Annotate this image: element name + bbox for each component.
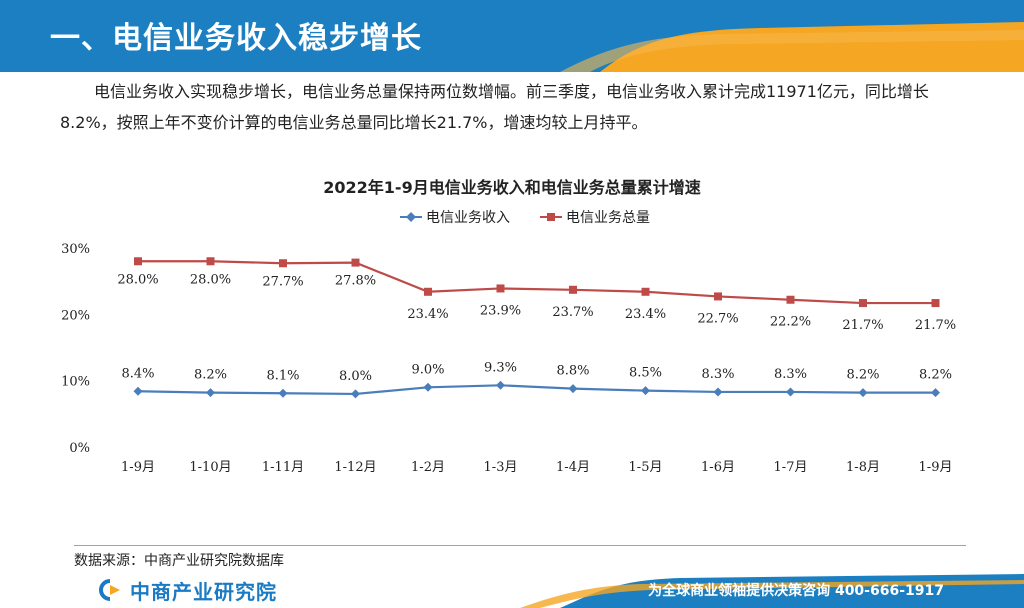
data-point	[423, 382, 433, 392]
data-label: 8.2%	[194, 368, 227, 383]
data-point	[133, 386, 143, 396]
data-point	[568, 384, 578, 394]
data-label: 8.4%	[121, 366, 154, 381]
x-tick-label: 1-2月	[411, 460, 445, 475]
chart-legend: 电信业务收入 电信业务总量	[400, 210, 650, 226]
data-label: 8.2%	[919, 368, 952, 383]
data-label: 8.8%	[556, 364, 589, 379]
y-tick-label: 30%	[61, 242, 90, 257]
brand-logo: 中商产业研究院	[96, 578, 277, 604]
x-tick-label: 1-11月	[262, 460, 304, 475]
legend-marker-0	[406, 212, 416, 222]
data-point	[134, 257, 142, 266]
x-tick-label: 1-7月	[774, 460, 808, 475]
data-point	[206, 257, 215, 266]
legend-marker-1	[547, 213, 555, 221]
x-axis: 1-9月 1-10月 1-11月 1-12月 1-2月 1-3月 1-4月 1-5月 1-6月 1…	[121, 460, 952, 475]
data-point	[351, 258, 360, 267]
y-axis: 0% 10% 20% 30%	[61, 242, 90, 456]
y-tick-label: 0%	[69, 441, 90, 456]
x-tick-label: 1-12月	[334, 460, 376, 475]
logo-icon	[99, 579, 120, 601]
data-point	[569, 285, 577, 294]
data-point	[496, 380, 505, 390]
data-point	[858, 388, 868, 398]
chart-canvas: 2022年1-9月电信业务收入和电信业务总量累计增速 电信业务收入 电信业务总量 …	[61, 178, 956, 475]
data-point	[206, 388, 215, 398]
footer-slogan: 为全球商业领袖提供决策咨询 400-666-1917	[648, 583, 944, 599]
series-layer: 8.4% 8.2% 8.1% 8.0% 9.0% 9.3% 8.8% 8.5% 8.3% 8.3%…	[117, 257, 956, 399]
data-label: 8.0%	[339, 369, 372, 384]
data-point	[424, 287, 432, 296]
data-label: 21.7%	[915, 318, 956, 333]
x-tick-label: 1-9月	[121, 460, 155, 475]
series-line-1	[138, 260, 936, 305]
x-tick-label: 1-8月	[846, 460, 880, 475]
data-label: 22.7%	[697, 311, 738, 326]
data-label: 8.5%	[629, 366, 662, 381]
x-tick-label: 1-3月	[484, 460, 518, 475]
data-label: 27.8%	[335, 274, 376, 289]
chart-title: 2022年1-9月电信业务收入和电信业务总量累计增速	[323, 178, 700, 197]
data-point	[714, 292, 722, 301]
intro-paragraph: 电信业务收入实现稳步增长，电信业务总量保持两位数增幅。前三季度，电信业务收入累计…	[60, 82, 929, 132]
x-tick-label: 1-6月	[701, 460, 735, 475]
line-chart: 2022年1-9月电信业务收入和电信业务总量累计增速 电信业务收入 电信业务总量 …	[0, 165, 1024, 495]
source-divider	[74, 545, 966, 546]
data-label: 22.2%	[770, 315, 811, 330]
data-point	[786, 295, 795, 304]
header-band: 一、电信业务收入稳步增长	[0, 0, 1024, 72]
y-tick-label: 20%	[61, 308, 90, 323]
x-tick-label: 1-10月	[189, 460, 231, 475]
data-label: 21.7%	[842, 318, 883, 333]
x-tick-label: 1-4月	[556, 460, 590, 475]
footer-background	[520, 574, 1024, 608]
legend-label-1: 电信业务总量	[566, 210, 650, 226]
data-point	[786, 387, 795, 397]
data-point	[713, 387, 723, 397]
data-label: 23.4%	[407, 307, 448, 322]
data-point	[859, 299, 867, 308]
data-point	[496, 284, 505, 293]
data-label: 23.9%	[480, 303, 521, 318]
data-point	[931, 299, 940, 308]
header-background	[0, 0, 1024, 72]
data-point	[931, 388, 940, 398]
data-point	[641, 386, 650, 396]
data-label: 27.7%	[262, 274, 303, 289]
data-label: 28.0%	[117, 272, 158, 287]
data-label: 8.1%	[266, 368, 299, 383]
x-tick-label: 1-9月	[919, 460, 953, 475]
data-source: 数据来源：中商产业研究院数据库	[74, 553, 284, 569]
data-label: 9.3%	[484, 360, 517, 375]
page-title: 一、电信业务收入稳步增长	[50, 21, 422, 56]
data-point	[641, 287, 650, 296]
y-tick-label: 10%	[61, 375, 90, 390]
data-point	[278, 388, 288, 398]
data-label: 23.7%	[552, 305, 593, 320]
series-line-0	[137, 384, 936, 396]
legend-label-0: 电信业务收入	[426, 210, 510, 226]
data-point	[351, 389, 360, 399]
data-label: 28.0%	[190, 272, 231, 287]
data-label: 8.3%	[701, 367, 734, 382]
x-tick-label: 1-5月	[629, 460, 663, 475]
data-label: 8.2%	[846, 368, 879, 383]
logo-text: 中商产业研究院	[130, 579, 277, 604]
footer-band	[0, 572, 1024, 608]
data-label: 23.4%	[625, 307, 666, 322]
data-label: 8.3%	[774, 367, 807, 382]
data-label: 9.0%	[411, 362, 444, 377]
data-point	[279, 259, 287, 268]
